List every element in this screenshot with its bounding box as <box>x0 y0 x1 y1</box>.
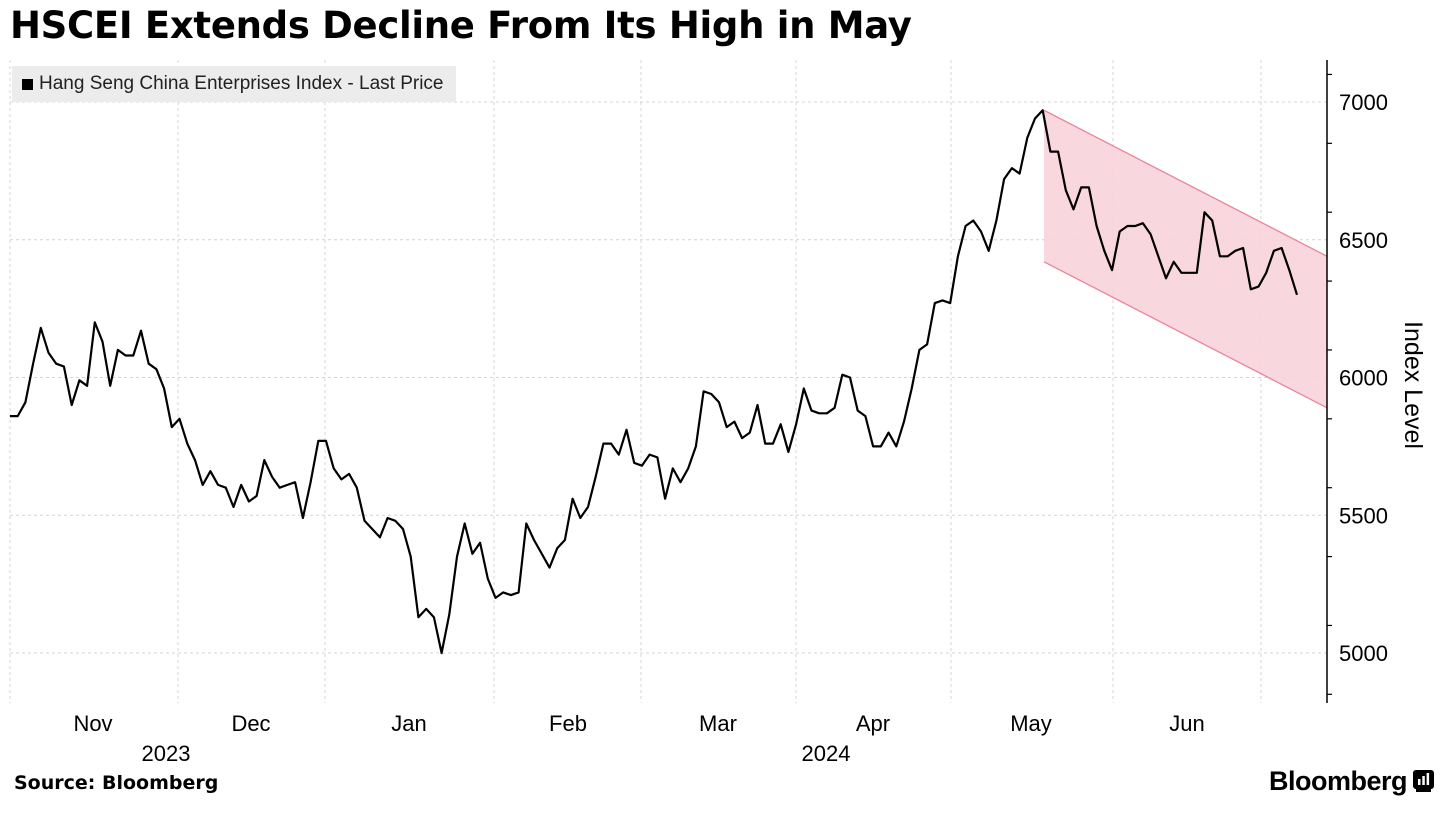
x-tick-label-apr: Apr <box>856 711 890 736</box>
y-tick-label-5500: 5500 <box>1339 503 1388 528</box>
channel-fill <box>1044 110 1327 408</box>
decline-channel <box>1043 109 1328 409</box>
y-tick-label-5000: 5000 <box>1339 641 1388 666</box>
x-tick-label-nov: Nov <box>73 711 112 736</box>
chart-title: HSCEI Extends Decline From Its High in M… <box>10 4 912 47</box>
x-tick-label-feb: Feb <box>549 711 587 736</box>
channel-lower-edge <box>1043 261 1328 409</box>
x-year-label-2023: 2023 <box>142 741 191 766</box>
x-tick-label-dec: Dec <box>231 711 270 736</box>
bloomberg-logo: Bloomberg <box>1269 766 1434 797</box>
y-axis: 5000 5500 6000 6500 7000 <box>1326 60 1388 703</box>
x-tick-label-jun: Jun <box>1169 711 1204 736</box>
x-tick-label-jan: Jan <box>391 711 426 736</box>
legend: Hang Seng China Enterprises Index - Last… <box>12 66 456 102</box>
series-line-hscei <box>10 109 1299 655</box>
legend-swatch <box>22 78 33 90</box>
x-year-label-2024: 2024 <box>802 741 851 766</box>
y-tick-label-6500: 6500 <box>1339 228 1388 253</box>
y-axis-label: Index Level <box>1399 321 1427 449</box>
legend-label: Hang Seng China Enterprises Index - Last… <box>39 73 444 94</box>
y-tick-label-7000: 7000 <box>1339 90 1388 115</box>
x-tick-label-mar: Mar <box>699 711 737 736</box>
channel-upper-edge <box>1043 109 1328 257</box>
x-axis: Nov Dec Jan Feb Mar Apr May Jun 2023 2024 <box>73 711 1204 766</box>
brand-name: Bloomberg <box>1268 766 1408 796</box>
source-note: Source: Bloomberg <box>14 772 219 794</box>
y-tick-label-6000: 6000 <box>1339 366 1388 391</box>
series-layer <box>10 109 1299 655</box>
bloomberg-terminal-icon <box>1413 770 1434 792</box>
x-tick-label-may: May <box>1010 711 1052 736</box>
